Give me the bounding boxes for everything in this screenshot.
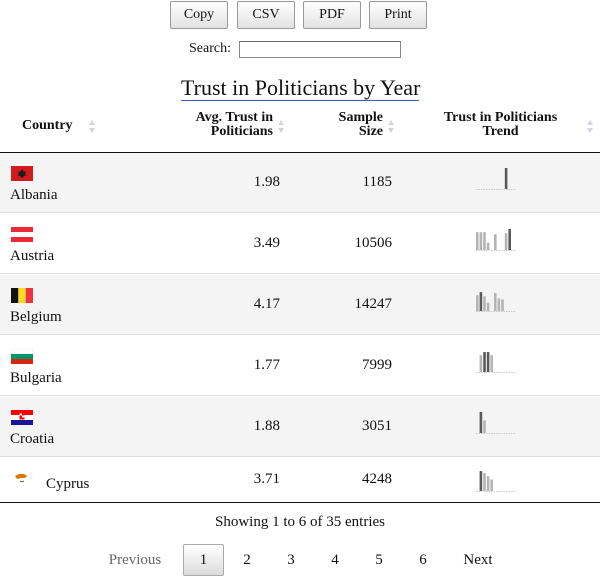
entries-info: Showing 1 to 6 of 35 entries bbox=[215, 514, 385, 530]
sparkline-bar bbox=[476, 232, 479, 250]
sparkline-bar bbox=[479, 292, 483, 311]
export-toolbar: Copy CSV PDF Print bbox=[0, 0, 600, 32]
sparkline-bar bbox=[479, 412, 483, 433]
avg-trust-value: 3.71 bbox=[253, 471, 280, 487]
search-label: Search: bbox=[189, 41, 231, 56]
sparkline-bar bbox=[501, 299, 504, 311]
table-row[interactable]: Austria 3.49 10506 bbox=[0, 214, 600, 274]
search-bar: Search: bbox=[189, 38, 401, 60]
column-header-country[interactable]: Country bbox=[22, 118, 73, 133]
trend-sparkline bbox=[476, 168, 516, 190]
sparkline-bar bbox=[483, 420, 486, 433]
sparkline-bar bbox=[490, 355, 493, 372]
page-button-5[interactable]: 5 bbox=[375, 551, 383, 568]
trend-sparkline bbox=[476, 229, 516, 251]
page-button-4[interactable]: 4 bbox=[331, 551, 339, 568]
sort-country-icon[interactable] bbox=[89, 120, 96, 134]
trend-sparkline bbox=[476, 292, 516, 312]
sparkline-bar bbox=[483, 352, 486, 372]
copy-button[interactable]: Copy bbox=[170, 1, 228, 29]
avg-trust-value: 1.98 bbox=[253, 174, 280, 190]
country-name: Croatia bbox=[10, 431, 55, 447]
page-button-2[interactable]: 2 bbox=[243, 551, 251, 568]
sample-size-value: 7999 bbox=[362, 357, 392, 373]
sparkline-bar bbox=[479, 471, 483, 491]
table-bottom-divider bbox=[0, 502, 600, 503]
bulgaria-flag-icon bbox=[11, 349, 33, 364]
sparkline-bar bbox=[497, 298, 501, 311]
cyprus-flag-icon bbox=[11, 470, 33, 485]
sparkline-bar bbox=[476, 295, 479, 311]
sparkline-bar bbox=[490, 479, 493, 491]
header-divider bbox=[0, 152, 600, 153]
sparkline-bar bbox=[486, 476, 490, 491]
table-row[interactable]: Croatia 1.88 3051 bbox=[0, 397, 600, 457]
sparkline-bar bbox=[494, 234, 497, 250]
avg-trust-value: 3.49 bbox=[253, 235, 280, 251]
sparkline-bar bbox=[479, 355, 483, 372]
austria-flag-icon bbox=[11, 227, 33, 242]
sparkline-bar bbox=[483, 232, 486, 250]
search-input[interactable] bbox=[238, 40, 401, 58]
country-name: Bulgaria bbox=[10, 370, 62, 386]
albania-flag-icon bbox=[11, 166, 33, 181]
country-name: Belgium bbox=[10, 309, 62, 325]
sparkline-bar bbox=[479, 232, 483, 250]
country-name: Austria bbox=[10, 248, 55, 264]
caption-underline bbox=[181, 100, 419, 101]
table-header: Country Avg. Trust in Politicians Sample… bbox=[0, 104, 600, 152]
table-row[interactable]: Albania 1.98 1185 bbox=[0, 153, 600, 213]
sample-size-value: 10506 bbox=[354, 235, 393, 251]
csv-button[interactable]: CSV bbox=[237, 1, 295, 29]
table-body: Albania 1.98 1185 Austria 3.49 10506 Bel… bbox=[0, 153, 600, 502]
avg-trust-value: 1.77 bbox=[253, 357, 280, 373]
belgium-flag-icon bbox=[11, 288, 33, 303]
sparkline-bar bbox=[486, 302, 490, 311]
sparkline-bar bbox=[508, 229, 511, 250]
trend-sparkline bbox=[476, 471, 516, 492]
print-button[interactable]: Print bbox=[369, 1, 427, 29]
sample-size-value: 3051 bbox=[362, 418, 392, 434]
table-caption: Trust in Politicians by Year bbox=[181, 75, 421, 100]
column-header-trend[interactable]: Trust in Politicians Trend bbox=[443, 110, 558, 139]
avg-trust-value: 4.17 bbox=[253, 296, 280, 312]
page-button-6[interactable]: 6 bbox=[419, 551, 427, 568]
trend-sparkline bbox=[476, 352, 516, 373]
sparkline-bar bbox=[483, 296, 486, 311]
sort-trend-icon[interactable] bbox=[587, 120, 594, 134]
sample-size-value: 14247 bbox=[354, 296, 393, 312]
next-page-button[interactable]: Next bbox=[463, 551, 493, 568]
table-row[interactable]: Cyprus 3.71 4248 bbox=[0, 458, 600, 502]
previous-page-button[interactable]: Previous bbox=[108, 551, 162, 568]
sort-sample-size-icon[interactable] bbox=[388, 120, 395, 134]
page-button-1[interactable]: 1 bbox=[183, 544, 224, 576]
sparkline-bar bbox=[486, 242, 490, 250]
avg-trust-value: 1.88 bbox=[253, 418, 280, 434]
sparkline-bar bbox=[486, 352, 490, 372]
sample-size-value: 1185 bbox=[362, 174, 392, 190]
country-name: Albania bbox=[10, 187, 58, 203]
sparkline-bar bbox=[494, 293, 497, 311]
trend-sparkline bbox=[476, 412, 516, 434]
country-name: Cyprus bbox=[46, 476, 90, 492]
column-header-sample-size[interactable]: Sample Size bbox=[338, 110, 383, 139]
sample-size-value: 4248 bbox=[362, 471, 392, 487]
sort-avg-trust-icon[interactable] bbox=[278, 120, 285, 134]
sparkline-bar bbox=[504, 168, 508, 189]
table-row[interactable]: Bulgaria 1.77 7999 bbox=[0, 336, 600, 396]
column-header-avg-trust[interactable]: Avg. Trust in Politicians bbox=[195, 110, 273, 139]
table-row[interactable]: Belgium 4.17 14247 bbox=[0, 275, 600, 335]
sparkline-bar bbox=[483, 473, 486, 491]
sparkline-bar bbox=[504, 233, 508, 250]
pagination: Previous 1 2 3 4 5 6 Next bbox=[0, 544, 600, 576]
pdf-button[interactable]: PDF bbox=[303, 1, 361, 29]
page-button-3[interactable]: 3 bbox=[287, 551, 295, 568]
croatia-flag-icon bbox=[11, 410, 33, 425]
